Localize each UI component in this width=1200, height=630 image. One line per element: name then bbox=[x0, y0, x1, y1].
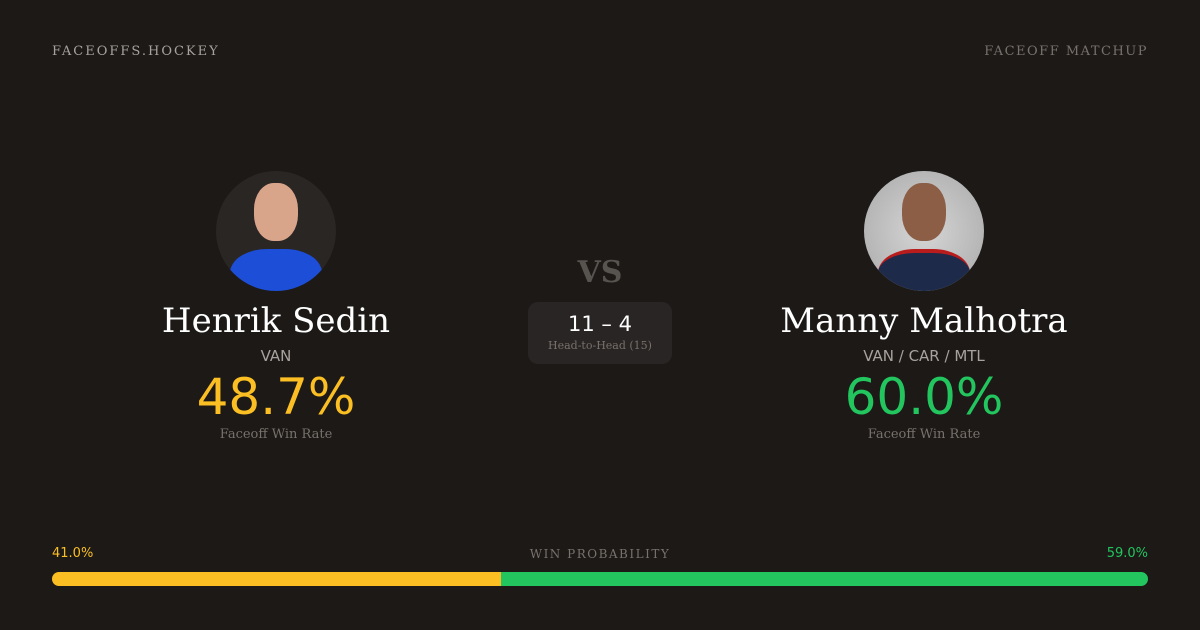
player-avatar bbox=[864, 171, 984, 291]
win-prob-right-fill bbox=[501, 572, 1148, 586]
win-prob-right: 59.0% bbox=[1106, 546, 1148, 561]
win-prob-left: 41.0% bbox=[52, 546, 94, 561]
brand-logo: FACEOFFS.HOCKEY bbox=[52, 44, 220, 59]
h2h-label: Head-to-Head (15) bbox=[548, 339, 652, 352]
face-shape bbox=[902, 183, 946, 241]
h2h-score: 11 – 4 bbox=[568, 312, 632, 336]
head-to-head-card: 11 – 4 Head-to-Head (15) bbox=[528, 302, 672, 364]
win-prob-label: WIN PROBABILITY bbox=[529, 547, 671, 561]
win-rate-label: Faceoff Win Rate bbox=[867, 427, 981, 442]
win-probability-bar bbox=[52, 572, 1148, 586]
win-prob-left-fill bbox=[52, 572, 502, 586]
face-shape bbox=[254, 183, 298, 241]
header-tag: FACEOFF MATCHUP bbox=[984, 44, 1148, 59]
player-team: VAN / CAR / MTL bbox=[863, 347, 985, 365]
win-rate: 60.0% bbox=[844, 368, 1004, 426]
jersey-shape bbox=[230, 249, 322, 291]
vs-label: VS bbox=[577, 255, 623, 290]
player-right: Manny Malhotra VAN / CAR / MTL 60.0% Fac… bbox=[724, 171, 1124, 442]
win-rate-label: Faceoff Win Rate bbox=[219, 427, 333, 442]
jersey-shape bbox=[878, 249, 970, 291]
player-name: Manny Malhotra bbox=[780, 301, 1068, 341]
win-rate: 48.7% bbox=[196, 368, 356, 426]
player-avatar bbox=[216, 171, 336, 291]
player-team: VAN bbox=[260, 347, 292, 365]
player-name: Henrik Sedin bbox=[161, 301, 391, 341]
player-left: Henrik Sedin VAN 48.7% Faceoff Win Rate bbox=[76, 171, 476, 442]
